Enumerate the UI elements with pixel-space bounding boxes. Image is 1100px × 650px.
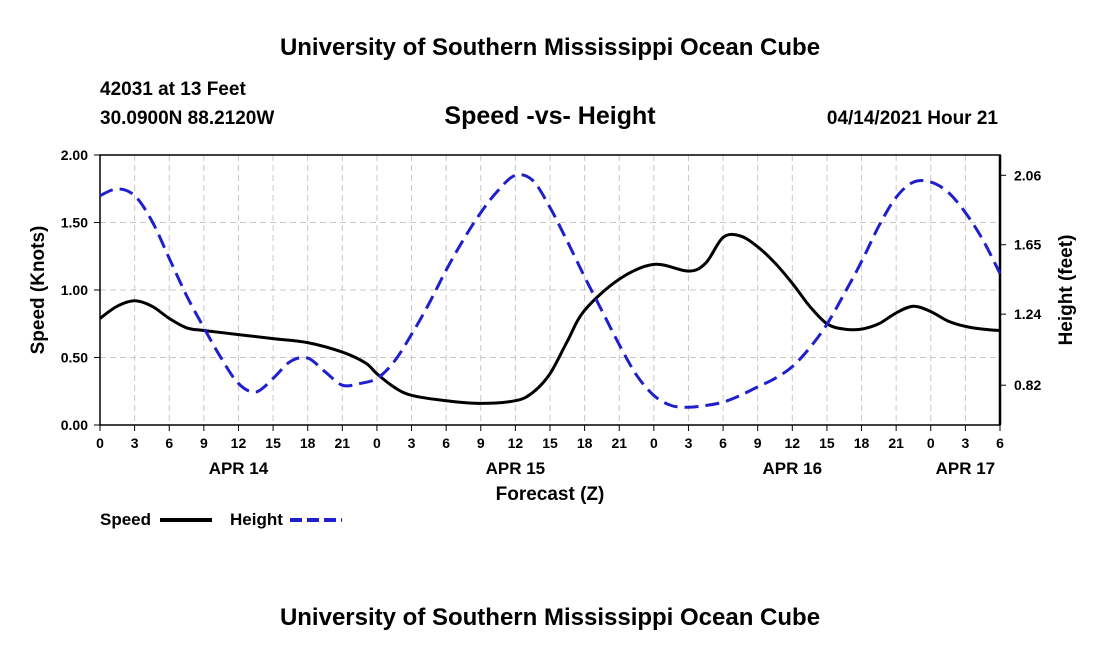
y2-tick-label: 0.82 — [1014, 377, 1041, 393]
x-tick-label: 3 — [131, 435, 139, 451]
x-tick-label: 18 — [577, 435, 593, 451]
x-tick-label: 0 — [927, 435, 935, 451]
chart-title: Speed -vs- Height — [444, 102, 656, 130]
legend-height-label: Height — [230, 510, 283, 529]
x-tick-label: 0 — [96, 435, 104, 451]
x-tick-label: 21 — [888, 435, 904, 451]
date-label: APR 15 — [486, 459, 546, 478]
legend: Speed Height — [100, 510, 342, 529]
grid-lines — [100, 155, 1000, 425]
coordinates-label: 30.0900N 88.2120W — [100, 108, 274, 129]
legend-speed-label: Speed — [100, 510, 151, 529]
x-axis-label: Forecast (Z) — [496, 484, 605, 505]
speed-series-line — [99, 232, 1001, 405]
y-tick-label: 1.50 — [61, 215, 88, 231]
x-tick-label: 9 — [754, 435, 762, 451]
date-label: APR 16 — [763, 459, 823, 478]
y-tick-label: 1.00 — [61, 282, 88, 298]
station-label: 42031 at 13 Feet — [100, 79, 246, 100]
x-tick-label: 21 — [611, 435, 627, 451]
y-tick-label: 0.50 — [61, 350, 88, 366]
x-tick-label: 9 — [200, 435, 208, 451]
y2-tick-label: 1.24 — [1014, 306, 1041, 322]
y2-tick-label: 2.06 — [1014, 167, 1041, 183]
page-title-top: University of Southern Mississippi Ocean… — [280, 34, 820, 61]
datetime-label: 04/14/2021 Hour 21 — [827, 108, 999, 129]
x-tick-label: 15 — [265, 435, 281, 451]
x-tick-label: 18 — [854, 435, 870, 451]
axis-ticks: 0 3 6 9 12 15 18 21 0 3 6 9 12 15 18 21 0 3 6 9 12 15 18 21 0 3 6A… — [61, 147, 1042, 478]
date-label: APR 17 — [936, 459, 996, 478]
y-tick-label: 0.00 — [61, 417, 88, 433]
x-tick-label: 15 — [542, 435, 558, 451]
x-tick-label: 3 — [961, 435, 969, 451]
x-tick-label: 15 — [819, 435, 835, 451]
series-group — [99, 173, 1002, 409]
y2-axis-label: Height (feet) — [1056, 235, 1077, 346]
date-label: APR 14 — [209, 459, 269, 478]
x-tick-label: 21 — [335, 435, 351, 451]
x-tick-label: 3 — [408, 435, 416, 451]
y-tick-label: 2.00 — [61, 147, 88, 163]
x-tick-label: 0 — [650, 435, 658, 451]
y-axis-label: Speed (Knots) — [28, 226, 49, 355]
x-tick-label: 12 — [508, 435, 524, 451]
x-tick-label: 6 — [996, 435, 1004, 451]
x-tick-label: 3 — [685, 435, 693, 451]
y2-tick-label: 1.65 — [1014, 237, 1041, 253]
x-tick-label: 0 — [373, 435, 381, 451]
x-tick-label: 6 — [719, 435, 727, 451]
x-tick-label: 6 — [442, 435, 450, 451]
x-tick-label: 12 — [231, 435, 247, 451]
page-title-bottom: University of Southern Mississippi Ocean… — [280, 604, 820, 631]
x-tick-label: 18 — [300, 435, 316, 451]
x-tick-label: 9 — [477, 435, 485, 451]
x-tick-label: 12 — [785, 435, 801, 451]
x-tick-label: 6 — [165, 435, 173, 451]
height-series-line — [99, 173, 1002, 409]
